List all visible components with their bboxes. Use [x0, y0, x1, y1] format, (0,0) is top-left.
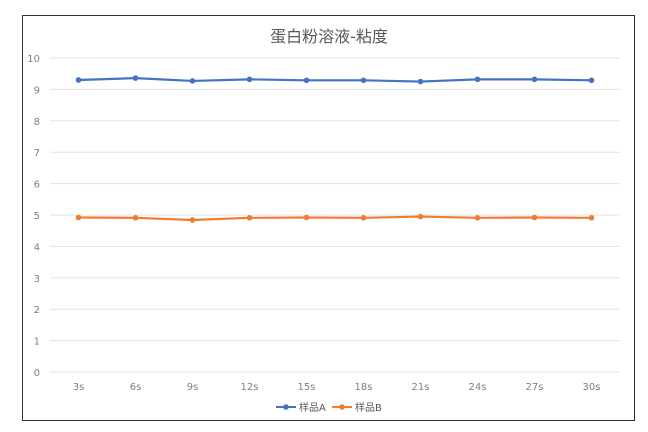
data-point — [75, 214, 82, 221]
data-point — [75, 77, 82, 83]
data-point — [303, 214, 310, 221]
data-point — [531, 214, 538, 221]
data-point — [303, 77, 310, 84]
x-tick-label: 9s — [187, 382, 199, 393]
data-point — [189, 78, 196, 84]
series-line — [78, 76, 592, 83]
legend-marker — [339, 404, 345, 410]
data-point — [246, 76, 253, 83]
data-point — [360, 215, 367, 221]
x-tick-label: 27s — [526, 382, 544, 393]
data-point — [189, 217, 196, 223]
legend-label: 样品B — [355, 401, 382, 414]
x-tick-label: 15s — [298, 382, 316, 393]
x-tick-label: 6s — [130, 382, 142, 393]
data-point — [417, 78, 424, 85]
data-point — [531, 76, 538, 83]
data-point — [588, 77, 595, 84]
x-tick-label: 12s — [241, 382, 259, 393]
legend-label: 样品A — [299, 401, 326, 414]
legend-marker — [283, 404, 289, 410]
x-tick-label: 21s — [412, 382, 430, 393]
data-point — [474, 215, 481, 221]
data-point — [417, 213, 424, 220]
x-tick-label: 18s — [355, 382, 373, 393]
series-line — [78, 215, 592, 222]
y-tick-label: 9 — [34, 85, 40, 96]
data-point — [360, 77, 367, 84]
y-tick-label: 2 — [34, 305, 40, 316]
data-point — [132, 215, 139, 221]
y-tick-label: 0 — [34, 368, 40, 379]
y-tick-label: 10 — [27, 54, 40, 65]
y-tick-label: 3 — [34, 274, 40, 285]
chart-title: 蛋白粉溶液-粘度 — [270, 27, 388, 46]
y-tick-label: 1 — [34, 337, 40, 348]
y-tick-label: 5 — [34, 211, 40, 222]
y-tick-label: 7 — [34, 148, 40, 159]
y-tick-label: 4 — [34, 242, 40, 253]
y-tick-label: 8 — [34, 117, 40, 128]
data-point — [474, 76, 481, 83]
x-tick-label: 30s — [583, 382, 601, 393]
x-tick-label: 3s — [73, 382, 85, 393]
x-tick-label: 24s — [469, 382, 487, 393]
data-point — [588, 215, 595, 221]
data-point — [132, 75, 139, 81]
data-point — [246, 215, 253, 221]
y-tick-label: 6 — [34, 180, 40, 191]
